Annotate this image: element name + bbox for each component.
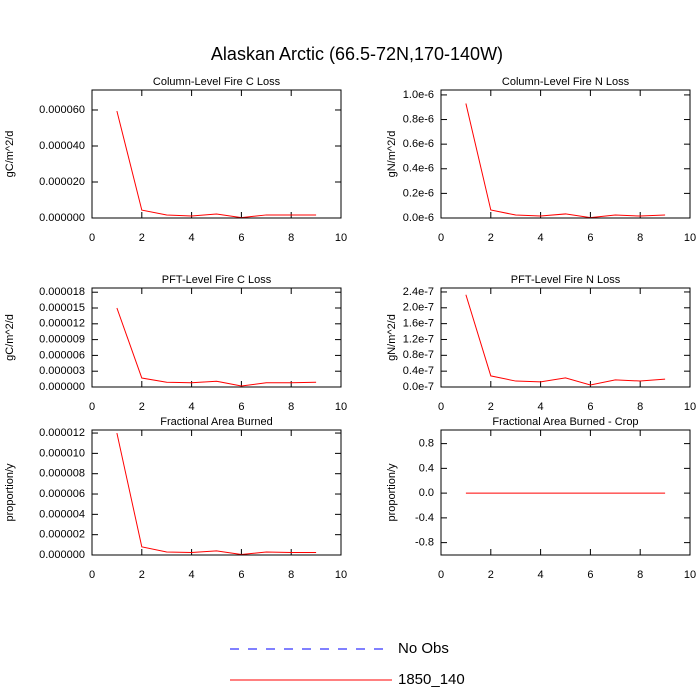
x-tick-label: 2: [139, 401, 145, 413]
x-tick-label: 10: [335, 401, 347, 413]
y-tick-label: -0.4: [415, 512, 434, 524]
plot-frame: [440, 89, 691, 219]
data-line: [116, 432, 317, 555]
y-tick-label: 0.000000: [39, 212, 85, 224]
y-tick-label: 0.000018: [39, 286, 85, 298]
x-tick-label: 4: [538, 232, 544, 244]
data-line: [116, 110, 317, 219]
panel-title: Column-Level Fire C Loss: [153, 76, 281, 88]
plot-frame: [440, 287, 691, 388]
data-line: [465, 103, 666, 219]
y-tick-label: 0.000009: [39, 334, 85, 346]
y-tick-label: 0.000000: [39, 381, 85, 393]
x-tick-label: 8: [637, 232, 643, 244]
x-tick-label: 4: [189, 569, 195, 581]
y-axis-label: gN/m^2/d: [386, 314, 398, 361]
y-tick-label: 0.0: [419, 487, 434, 499]
y-tick-label: 0.4e-7: [403, 365, 434, 377]
y-tick-label: 0.000040: [39, 140, 85, 152]
y-tick-label: 0.000004: [39, 508, 85, 520]
x-tick-label: 0: [89, 401, 95, 413]
x-tick-label: 6: [238, 232, 244, 244]
x-tick-label: 8: [637, 401, 643, 413]
y-tick-label: 0.2e-6: [403, 187, 434, 199]
y-tick-label: 1.2e-7: [403, 333, 434, 345]
x-tick-label: 0: [89, 569, 95, 581]
y-axis-label: gC/m^2/d: [4, 131, 16, 178]
x-tick-label: 4: [189, 232, 195, 244]
y-tick-label: 0.000060: [39, 104, 85, 116]
y-tick-label: 0.8e-7: [403, 349, 434, 361]
y-tick-label: 0.000008: [39, 468, 85, 480]
x-tick-label: 0: [438, 401, 444, 413]
y-tick-label: 0.000015: [39, 302, 85, 314]
y-tick-label: 0.6e-6: [403, 138, 434, 150]
x-tick-label: 2: [488, 401, 494, 413]
panel-title: PFT-Level Fire C Loss: [162, 274, 272, 286]
x-tick-label: 4: [189, 401, 195, 413]
plot-frame: [91, 287, 342, 388]
legend-label: No Obs: [398, 640, 449, 657]
x-tick-label: 0: [438, 232, 444, 244]
x-tick-label: 8: [288, 401, 294, 413]
plot-frame: [440, 429, 691, 556]
plot-frame: [91, 89, 342, 219]
x-tick-label: 10: [684, 569, 696, 581]
y-tick-label: 0.000012: [39, 427, 85, 439]
y-tick-label: 0.0e-7: [403, 381, 434, 393]
y-tick-label: -0.8: [415, 537, 434, 549]
y-tick-label: 0.000010: [39, 447, 85, 459]
panel-title: Fractional Area Burned - Crop: [492, 416, 638, 428]
y-tick-label: 2.0e-7: [403, 302, 434, 314]
y-tick-label: 0.8: [419, 438, 434, 450]
x-tick-label: 10: [335, 232, 347, 244]
y-axis-label: proportion/y: [4, 463, 16, 522]
x-tick-label: 10: [684, 401, 696, 413]
plot-frame: [91, 429, 342, 556]
x-tick-label: 6: [238, 569, 244, 581]
x-tick-label: 2: [139, 569, 145, 581]
y-tick-label: 0.000012: [39, 318, 85, 330]
y-tick-label: 0.4: [419, 462, 434, 474]
y-tick-label: 0.4e-6: [403, 163, 434, 175]
y-tick-label: 0.8e-6: [403, 113, 434, 125]
y-axis-label: proportion/y: [386, 463, 398, 522]
y-tick-label: 0.000006: [39, 349, 85, 361]
figure-title: Alaskan Arctic (66.5-72N,170-140W): [211, 44, 503, 64]
x-tick-label: 6: [238, 401, 244, 413]
x-tick-label: 2: [139, 232, 145, 244]
x-tick-label: 0: [89, 232, 95, 244]
y-tick-label: 0.000020: [39, 176, 85, 188]
x-tick-label: 6: [587, 569, 593, 581]
panel-title: Fractional Area Burned: [160, 416, 273, 428]
y-axis-label: gN/m^2/d: [386, 131, 398, 178]
panel-title: Column-Level Fire N Loss: [502, 76, 630, 88]
x-tick-label: 10: [684, 232, 696, 244]
y-tick-label: 0.000000: [39, 549, 85, 561]
x-tick-label: 8: [288, 232, 294, 244]
x-tick-label: 0: [438, 569, 444, 581]
x-tick-label: 2: [488, 569, 494, 581]
y-tick-label: 2.4e-7: [403, 286, 434, 298]
panel-title: PFT-Level Fire N Loss: [511, 274, 621, 286]
y-tick-label: 0.0e-6: [403, 212, 434, 224]
x-tick-label: 4: [538, 401, 544, 413]
x-tick-label: 2: [488, 232, 494, 244]
x-tick-label: 8: [637, 569, 643, 581]
x-tick-label: 6: [587, 232, 593, 244]
y-tick-label: 0.000006: [39, 488, 85, 500]
x-tick-label: 10: [335, 569, 347, 581]
x-tick-label: 4: [538, 569, 544, 581]
data-line: [116, 307, 317, 387]
legend-label: 1850_140: [398, 671, 465, 688]
data-line: [465, 294, 666, 386]
y-tick-label: 1.0e-6: [403, 89, 434, 101]
y-tick-label: 0.000002: [39, 529, 85, 541]
x-tick-label: 6: [587, 401, 593, 413]
x-tick-label: 8: [288, 569, 294, 581]
y-tick-label: 1.6e-7: [403, 318, 434, 330]
y-axis-label: gC/m^2/d: [4, 314, 16, 361]
y-tick-label: 0.000003: [39, 365, 85, 377]
